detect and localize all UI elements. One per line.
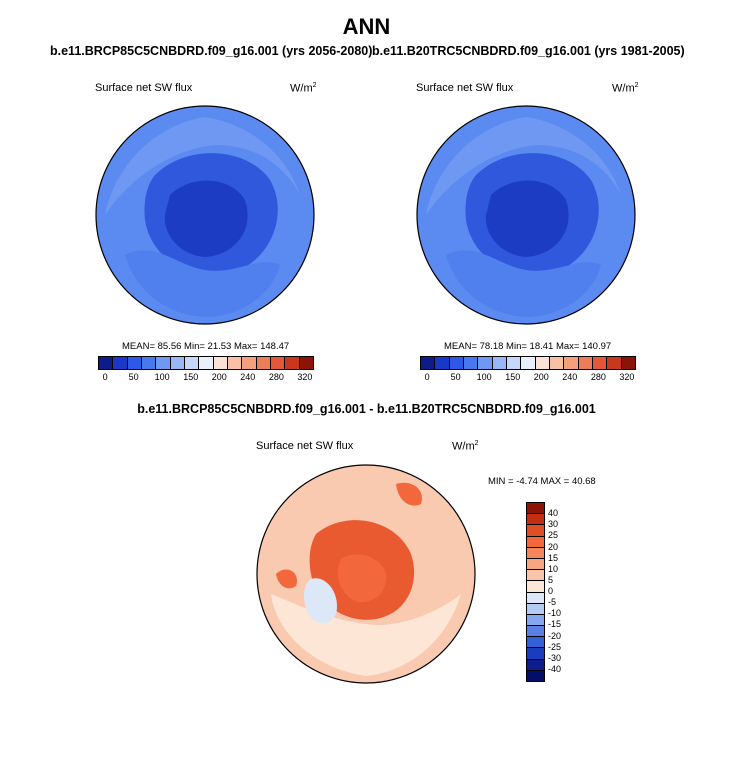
colorbar-swatch (184, 357, 200, 369)
diff-colorbar (526, 502, 545, 682)
colorbar-swatch (170, 357, 185, 369)
colorbar-tick-label: -10 (548, 608, 562, 619)
colorbar-swatch (463, 357, 479, 369)
right-polar-map (416, 105, 636, 325)
colorbar-swatch (578, 357, 593, 369)
colorbar-swatch (421, 357, 436, 369)
diff-colorbar-labels: 40 30 25 20 15 10 5 0 -5 -10 -15 -20 -25 -30 -40 (548, 502, 578, 680)
right-case-title: b.e11.B20TRC5CNBDRD.f09_g16.001 (yrs 198… (372, 44, 685, 58)
right-units-label: W/m2 (612, 82, 639, 95)
colorbar-swatch (527, 648, 544, 660)
left-units-label: W/m2 (290, 82, 317, 95)
left-colorbar (98, 356, 314, 370)
colorbar-tick-label: 280 (590, 372, 606, 382)
colorbar-swatch (270, 357, 286, 369)
left-stats: MEAN= 85.56 Min= 21.53 Max= 148.47 (122, 341, 290, 352)
colorbar-tick-label: -15 (548, 619, 562, 630)
colorbar-tick-label: 0 (424, 372, 430, 382)
colorbar-tick-label: 5 (548, 574, 554, 585)
colorbar-tick-label: -40 (548, 663, 562, 674)
colorbar-swatch (527, 536, 544, 548)
colorbar-tick-label: 200 (211, 372, 227, 382)
colorbar-swatch (435, 357, 450, 369)
colorbar-swatch (113, 357, 128, 369)
colorbar-swatch (99, 357, 114, 369)
colorbar-swatch (564, 357, 579, 369)
colorbar-swatch (127, 357, 142, 369)
colorbar-swatch (141, 357, 157, 369)
colorbar-tick-label: 320 (297, 372, 313, 382)
colorbar-swatch (227, 357, 243, 369)
left-variable-label: Surface net SW flux (95, 82, 193, 94)
colorbar-tick-label: 200 (533, 372, 549, 382)
colorbar-swatch (492, 357, 507, 369)
colorbar-swatch (449, 357, 464, 369)
colorbar-tick-label: -5 (548, 597, 557, 608)
colorbar-swatch (199, 357, 214, 369)
diff-stats: MIN = -4.74 MAX = 40.68 (488, 476, 596, 487)
colorbar-tick-label: -20 (548, 630, 562, 641)
colorbar-swatch (256, 357, 271, 369)
colorbar-swatch (242, 357, 257, 369)
colorbar-tick-label: 30 (548, 519, 559, 530)
colorbar-tick-label: 0 (102, 372, 108, 382)
colorbar-swatch (527, 547, 544, 559)
colorbar-tick-label: -30 (548, 652, 562, 663)
colorbar-swatch (527, 514, 544, 526)
colorbar-tick-label: 0 (548, 586, 554, 596)
colorbar-tick-label: 50 (128, 372, 139, 382)
colorbar-tick-label: 20 (548, 541, 559, 552)
colorbar-swatch (478, 357, 493, 369)
colorbar-tick-label: 280 (268, 372, 284, 382)
diff-units-label: W/m2 (452, 440, 479, 453)
left-polar-map (95, 105, 315, 325)
right-stats: MEAN= 78.18 Min= 18.41 Max= 140.97 (444, 341, 612, 352)
colorbar-swatch (535, 357, 550, 369)
colorbar-swatch (527, 503, 544, 515)
diff-case-title: b.e11.BRCP85C5CNBDRD.f09_g16.001 - b.e11… (137, 402, 596, 416)
colorbar-tick-label: 25 (548, 530, 559, 541)
colorbar-swatch (527, 558, 544, 571)
colorbar-swatch (285, 357, 300, 369)
diff-variable-label: Surface net SW flux (256, 440, 354, 452)
colorbar-swatch (527, 670, 544, 681)
colorbar-tick-label: 150 (183, 372, 199, 382)
colorbar-tick-label: 240 (562, 372, 578, 382)
colorbar-tick-label: 240 (240, 372, 256, 382)
colorbar-swatch (549, 357, 565, 369)
colorbar-tick-label: 100 (476, 372, 492, 382)
colorbar-tick-label: 15 (548, 552, 559, 563)
colorbar-swatch (527, 592, 544, 604)
colorbar-tick-label: 150 (505, 372, 521, 382)
colorbar-swatch (506, 357, 522, 369)
colorbar-swatch (592, 357, 608, 369)
colorbar-tick-label: -25 (548, 641, 562, 652)
left-case-title: b.e11.BRCP85C5CNBDRD.f09_g16.001 (yrs 20… (50, 44, 373, 58)
colorbar-swatch (299, 357, 313, 369)
colorbar-swatch (607, 357, 622, 369)
colorbar-tick-label: 100 (154, 372, 170, 382)
colorbar-swatch (527, 525, 544, 537)
colorbar-tick-label: 10 (548, 563, 559, 574)
colorbar-swatch (527, 637, 544, 649)
colorbar-swatch (527, 603, 544, 615)
colorbar-swatch (621, 357, 635, 369)
colorbar-swatch (156, 357, 171, 369)
colorbar-swatch (527, 626, 544, 638)
colorbar-swatch (527, 659, 544, 671)
right-variable-label: Surface net SW flux (416, 82, 514, 94)
colorbar-swatch (527, 570, 544, 582)
colorbar-tick-label: 40 (548, 508, 559, 519)
right-colorbar (420, 356, 636, 370)
page-title: ANN (342, 14, 391, 39)
colorbar-swatch (527, 614, 544, 627)
colorbar-tick-label: 320 (619, 372, 635, 382)
colorbar-tick-label: 50 (450, 372, 461, 382)
diff-polar-map (256, 464, 476, 684)
colorbar-swatch (527, 581, 544, 593)
colorbar-swatch (521, 357, 536, 369)
colorbar-swatch (213, 357, 228, 369)
